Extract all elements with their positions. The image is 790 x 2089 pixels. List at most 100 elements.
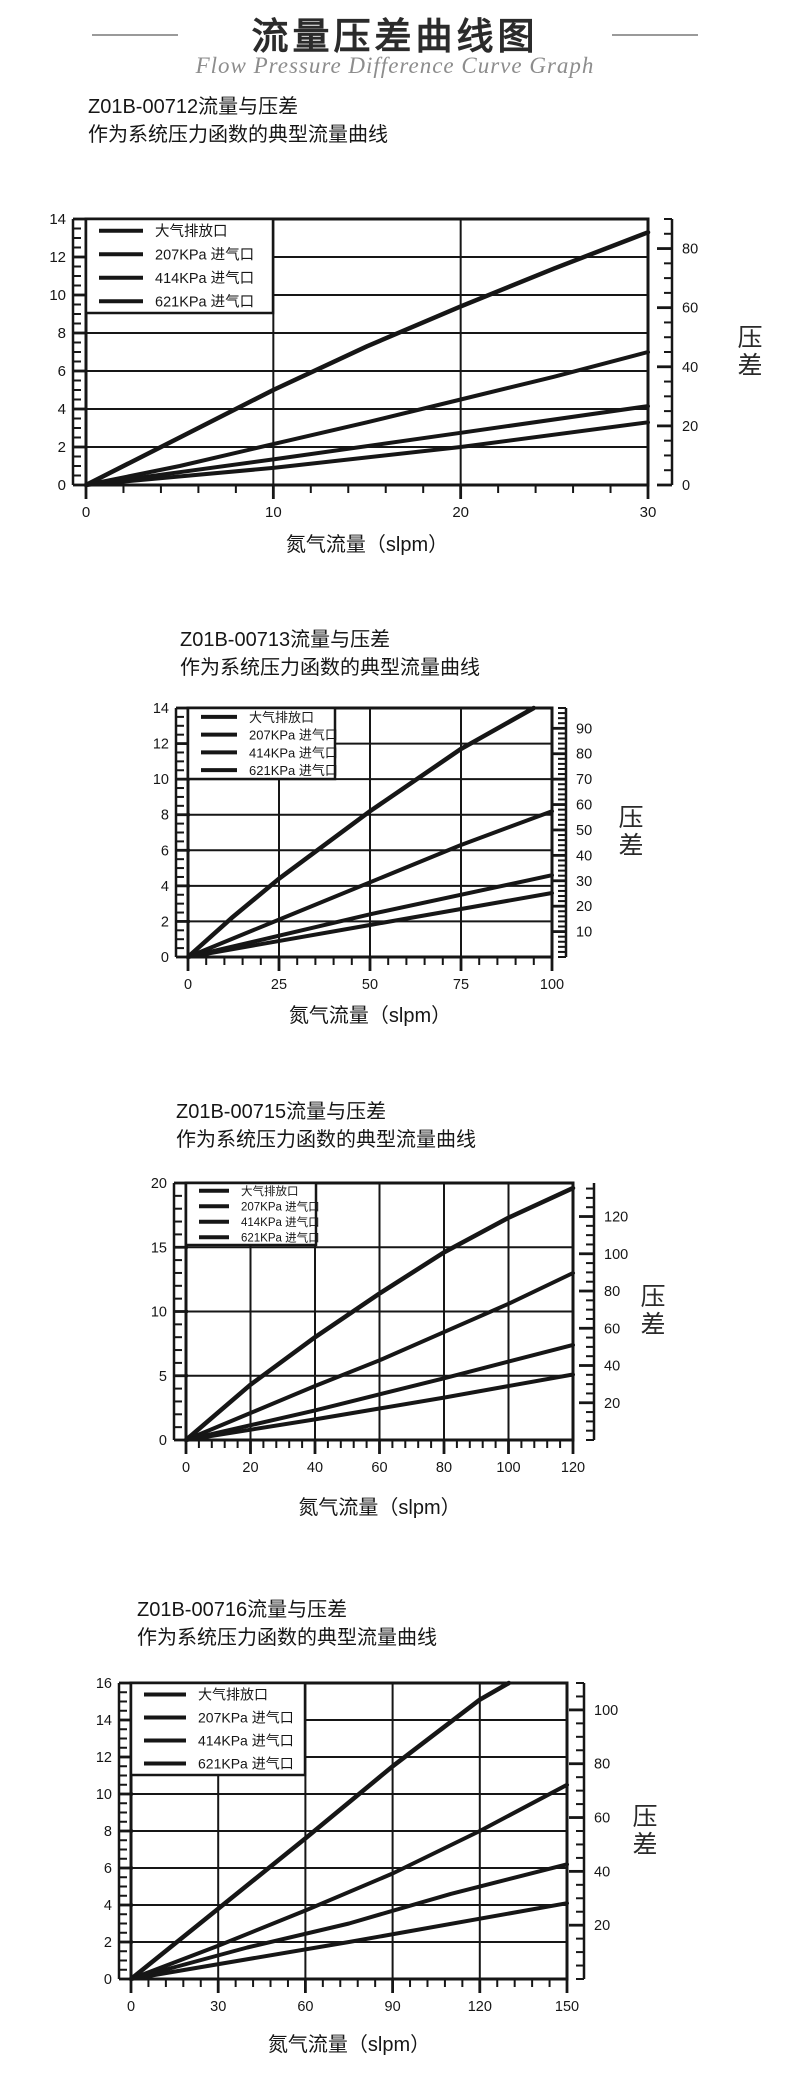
right-tick-label: 120 <box>604 1210 628 1226</box>
right-tick-label: 20 <box>576 899 592 915</box>
chart-4-plot: 0 2 4 6 8 10 12 14 16 0 30 60 90 120 150 20 40 60 80 100 大气排… <box>96 1676 618 2015</box>
chart-1-right-axis-title: 压差 <box>737 324 763 380</box>
x-tick-label: 100 <box>496 1460 520 1476</box>
right-tick-label: 60 <box>594 1811 610 1827</box>
x-tick-label: 30 <box>640 504 657 521</box>
x-tick-label: 50 <box>362 977 378 993</box>
chart-2-right-axis-title: 压差 <box>618 804 644 860</box>
legend-box <box>186 706 337 781</box>
legend-label: 621KPa 进气口 <box>241 1230 320 1244</box>
legend-label: 414KPa 进气口 <box>198 1733 294 1749</box>
left-tick-label: 2 <box>104 1935 112 1951</box>
left-tick-label: 14 <box>49 211 66 228</box>
chart-4-subtitle: 作为系统压力函数的典型流量曲线 <box>137 1627 437 1649</box>
title-left-rule <box>92 34 178 36</box>
x-tick-label: 20 <box>242 1460 258 1476</box>
legend-box <box>129 1681 307 1777</box>
chart-1-subtitle: 作为系统压力函数的典型流量曲线 <box>88 124 388 146</box>
right-tick-label: 20 <box>682 419 698 435</box>
legend-box <box>84 217 275 315</box>
left-tick-label: 15 <box>151 1240 167 1256</box>
chart-2-xaxis-title: 氮气流量（slpm） <box>288 1005 452 1027</box>
left-tick-label: 2 <box>161 914 169 930</box>
left-tick-label: 10 <box>96 1787 112 1803</box>
left-tick-label: 4 <box>104 1898 112 1914</box>
chart-3-plot: 0 5 10 15 20 0 20 40 60 80 100 120 20 40 60 80 100 120 大气排… <box>151 1176 628 1476</box>
right-tick-label: 90 <box>576 721 592 737</box>
series-curve-207KPa 进气口 <box>184 1271 575 1442</box>
chart-2-subtitle: 作为系统压力函数的典型流量曲线 <box>180 657 480 679</box>
chart-2-plot: 0 2 4 6 8 10 12 14 0 25 50 75 100 10 20 30 40 50 60 70 80 90 大… <box>153 701 592 993</box>
legend-label: 207KPa 进气口 <box>241 1199 320 1213</box>
right-tick-label: 30 <box>576 874 592 890</box>
left-tick-label: 6 <box>104 1861 112 1877</box>
right-tick-label: 70 <box>576 772 592 788</box>
chart-2-title-block: Z01B-00713流量与压差 作为系统压力函数的典型流量曲线 <box>180 626 480 682</box>
left-tick-label: 10 <box>153 772 169 788</box>
left-tick-label: 8 <box>58 325 66 342</box>
x-tick-label: 90 <box>385 1999 401 2015</box>
series-curve-207KPa 进气口 <box>84 350 650 487</box>
right-tick-label: 80 <box>604 1284 620 1300</box>
x-tick-label: 20 <box>452 504 469 521</box>
series-curve-621KPa 进气口 <box>184 1372 575 1442</box>
chart-3-right-axis-title: 压差 <box>640 1283 666 1339</box>
left-tick-label: 5 <box>159 1369 167 1385</box>
legend-box <box>184 1181 318 1247</box>
left-tick-label: 20 <box>151 1176 167 1192</box>
left-tick-label: 4 <box>161 879 169 895</box>
chart-3-xaxis-title: 氮气流量（slpm） <box>298 1497 461 1519</box>
legend-label: 621KPa 进气口 <box>198 1756 294 1772</box>
chart-1-plot: 0 2 4 6 8 10 12 14 0 10 20 30 0 20 40 60 80 大气排放口 207KPa 进… <box>49 211 698 521</box>
series-curve-207KPa 进气口 <box>186 809 554 959</box>
left-tick-label: 14 <box>153 701 169 717</box>
x-tick-label: 60 <box>371 1460 387 1476</box>
left-tick-label: 0 <box>159 1433 167 1449</box>
chart-4-title-block: Z01B-00716流量与压差 作为系统压力函数的典型流量曲线 <box>137 1596 437 1652</box>
series-curve-大气排放口 <box>128 1680 512 1982</box>
left-tick-label: 16 <box>96 1676 112 1692</box>
right-tick-label: 80 <box>576 747 592 763</box>
series-curve-621KPa 进气口 <box>84 420 650 487</box>
left-tick-label: 12 <box>153 737 169 753</box>
x-tick-label: 150 <box>555 1999 579 2015</box>
series-curve-207KPa 进气口 <box>129 1782 569 1981</box>
right-tick-label: 40 <box>576 848 592 864</box>
right-tick-label: 40 <box>594 1864 610 1880</box>
x-tick-label: 100 <box>540 977 564 993</box>
legend-label: 207KPa 进气口 <box>249 728 338 743</box>
series-curve-414KPa 进气口 <box>184 1342 575 1442</box>
right-tick-label: 80 <box>594 1757 610 1773</box>
left-tick-label: 0 <box>104 1972 112 1988</box>
chart-4-title: Z01B-00716流量与压差 <box>137 1599 348 1621</box>
left-tick-label: 14 <box>96 1713 112 1729</box>
series-curve-621KPa 进气口 <box>186 891 554 959</box>
legend-label: 414KPa 进气口 <box>155 270 254 287</box>
right-tick-label: 60 <box>604 1321 620 1337</box>
left-tick-label: 0 <box>161 950 169 966</box>
legend-label: 大气排放口 <box>198 1687 268 1703</box>
chart-4-xaxis-title: 氮气流量（slpm） <box>267 2034 431 2056</box>
right-tick-label: 10 <box>576 925 592 941</box>
left-tick-label: 10 <box>49 287 66 304</box>
legend-label: 414KPa 进气口 <box>249 745 338 760</box>
right-tick-label: 40 <box>604 1359 620 1375</box>
left-tick-label: 4 <box>58 401 66 418</box>
series-curve-621KPa 进气口 <box>129 1901 569 1981</box>
x-tick-label: 80 <box>436 1460 452 1476</box>
series-curve-414KPa 进气口 <box>84 404 650 487</box>
chart-3-subtitle: 作为系统压力函数的典型流量曲线 <box>176 1129 476 1151</box>
legend-label: 621KPa 进气口 <box>249 763 338 778</box>
x-tick-label: 75 <box>453 977 469 993</box>
x-tick-label: 0 <box>127 1999 135 2015</box>
right-tick-label: 100 <box>594 1703 618 1719</box>
title-right-rule <box>612 34 698 36</box>
right-tick-label: 20 <box>594 1918 610 1934</box>
right-tick-label: 100 <box>604 1247 628 1263</box>
chart-2-title: Z01B-00713流量与压差 <box>180 629 391 651</box>
right-tick-label: 80 <box>682 242 698 258</box>
right-tick-label: 50 <box>576 823 592 839</box>
page-title: 流量压差曲线图 <box>251 16 539 57</box>
chart-1-title: Z01B-00712流量与压差 <box>88 96 299 118</box>
left-tick-label: 8 <box>161 808 169 824</box>
